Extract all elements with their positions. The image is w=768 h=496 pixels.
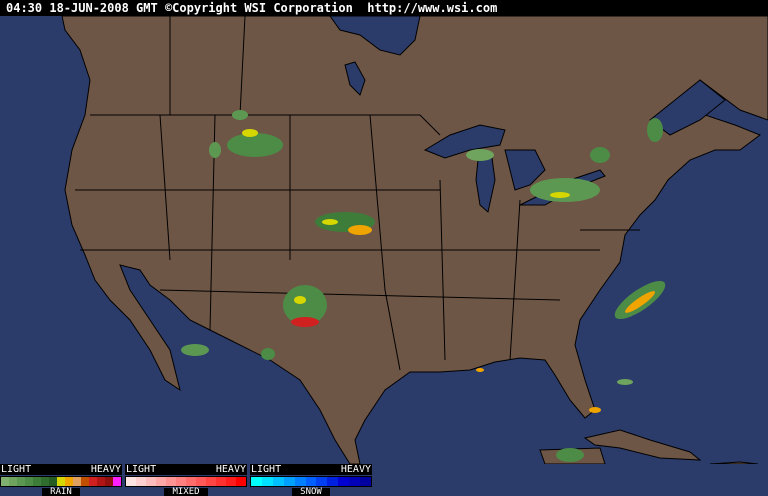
url-link[interactable]: http://www.wsi.com (367, 1, 498, 15)
legend-name: SNOW (292, 488, 330, 496)
legend-light-label: LIGHT (1, 464, 32, 475)
timestamp: 04:30 18-JUN-2008 GMT (6, 1, 158, 15)
legend-light-label: LIGHT (126, 464, 157, 475)
color-swatch (272, 477, 284, 486)
color-swatch (196, 477, 206, 486)
color-swatch (338, 477, 350, 486)
snow-color-scale (250, 476, 372, 487)
legend-light-label: LIGHT (251, 464, 282, 475)
legend-rain: LIGHT HEAVY RAIN (0, 464, 122, 496)
color-swatch (360, 477, 371, 486)
color-swatch (261, 477, 273, 486)
color-swatch (65, 477, 73, 486)
map-canvas[interactable] (0, 16, 768, 464)
color-swatch (166, 477, 176, 486)
gulf-of-st-lawrence (649, 79, 726, 136)
caribbean-land (709, 461, 759, 464)
color-swatch (349, 477, 361, 486)
north-america-land (61, 16, 768, 464)
color-swatch (176, 477, 186, 486)
color-swatch (113, 477, 121, 486)
color-swatch (33, 477, 41, 486)
color-swatch (206, 477, 216, 486)
political-borders (75, 16, 640, 371)
rain-color-scale (0, 476, 122, 487)
color-swatch (81, 477, 89, 486)
color-swatch (9, 477, 17, 486)
mixed-color-scale (125, 476, 247, 487)
color-swatch (105, 477, 113, 486)
color-swatch (73, 477, 81, 486)
legend-snow: LIGHT HEAVY SNOW (250, 464, 372, 496)
legend-heavy-label: HEAVY (215, 464, 246, 475)
color-swatch (226, 477, 236, 486)
color-swatch (327, 477, 339, 486)
color-swatch (186, 477, 196, 486)
color-swatch (57, 477, 65, 486)
cuba (583, 429, 702, 461)
color-swatch (126, 477, 136, 486)
legend-heavy-label: HEAVY (90, 464, 121, 475)
lake-winnipeg (344, 61, 366, 96)
color-swatch (17, 477, 25, 486)
color-swatch (146, 477, 156, 486)
color-swatch (1, 477, 9, 486)
color-swatch (305, 477, 317, 486)
color-swatch (294, 477, 306, 486)
james-bay (329, 16, 421, 56)
lake-huron (504, 149, 546, 191)
header-bar: 04:30 18-JUN-2008 GMT ©Copyright WSI Cor… (0, 0, 768, 16)
legend-heavy-label: HEAVY (340, 464, 371, 475)
legend-name: MIXED (164, 488, 208, 496)
copyright: ©Copyright WSI Corporation (164, 1, 353, 15)
color-swatch (251, 477, 262, 486)
color-swatch (89, 477, 97, 486)
legend-name: RAIN (42, 488, 80, 496)
color-swatch (156, 477, 166, 486)
color-swatch (216, 477, 226, 486)
color-swatch (25, 477, 33, 486)
lake-superior (423, 124, 506, 159)
color-swatch (136, 477, 146, 486)
radar-echoes (181, 110, 666, 462)
color-swatch (41, 477, 49, 486)
legend-mixed: LIGHT HEAVY MIXED (125, 464, 247, 496)
color-swatch (97, 477, 105, 486)
color-swatch (49, 477, 57, 486)
color-swatch (283, 477, 295, 486)
color-swatch (236, 477, 246, 486)
color-swatch (316, 477, 328, 486)
